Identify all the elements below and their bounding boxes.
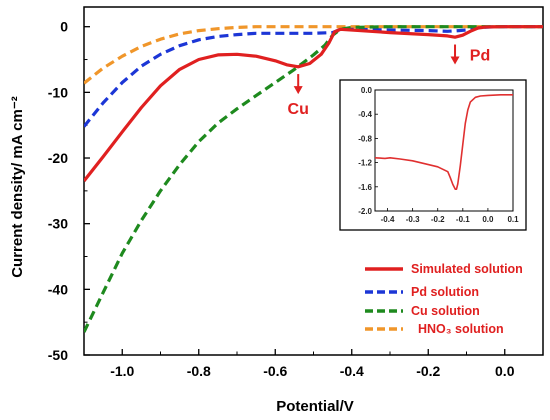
legend-item-simulated-solution: Simulated solution bbox=[365, 262, 523, 276]
inset-y-tick-label: 0.0 bbox=[361, 86, 373, 95]
inset-y-tick-label: -1.2 bbox=[358, 159, 372, 168]
inset-y-tick-label: -2.0 bbox=[358, 207, 372, 216]
legend-item-pd-solution: Pd solution bbox=[365, 285, 479, 299]
annotation-pd: Pd bbox=[450, 44, 490, 65]
x-tick-label: -1.0 bbox=[110, 363, 134, 379]
inset-y-tick-label: -0.4 bbox=[358, 110, 372, 119]
inset-plot: -0.4 -0.3 -0.2 -0.1 0.0 0.1 0.0 -0.4 -0.8 -1.2 -1.… bbox=[339, 79, 527, 231]
inset-box bbox=[339, 79, 527, 231]
legend: Simulated solution Pd solution Cu solution… bbox=[365, 262, 523, 336]
inset-x-tick-label: 0.0 bbox=[482, 215, 494, 224]
legend-label: Simulated solution bbox=[411, 262, 523, 276]
inset-y-tick-label: -0.8 bbox=[358, 134, 372, 143]
y-tick-label: -40 bbox=[48, 281, 68, 297]
x-tick-label: -0.2 bbox=[416, 363, 440, 379]
main-plot: -1.0 -0.8 -0.6 -0.4 -0.2 0.0 0 -10 -20 -30 -40 -50 C… bbox=[48, 6, 544, 379]
series-line-cu-solution bbox=[84, 25, 543, 333]
inset-x-tick-label: -0.1 bbox=[456, 215, 470, 224]
inset-x-tick-label: -0.2 bbox=[431, 215, 445, 224]
x-axis-label: Potential/V bbox=[276, 398, 354, 415]
legend-label: HNO₃ solution bbox=[418, 322, 504, 336]
inset-y-tick-label: -1.6 bbox=[358, 183, 372, 192]
y-tick-label: -30 bbox=[48, 216, 68, 232]
x-tick-label: -0.8 bbox=[187, 363, 211, 379]
legend-item-cu-solution: Cu solution bbox=[365, 304, 480, 318]
legend-label: Cu solution bbox=[411, 304, 480, 318]
x-tick-label: -0.6 bbox=[263, 363, 287, 379]
y-tick-label: -20 bbox=[48, 150, 68, 166]
inset-x-tick-label: -0.4 bbox=[381, 215, 395, 224]
series-line-hno-solution bbox=[84, 25, 543, 85]
y-axis-label: Current density/ mA cm⁻² bbox=[9, 96, 26, 278]
y-tick-label: -10 bbox=[48, 84, 68, 100]
inset-x-tick-label: 0.1 bbox=[507, 215, 519, 224]
inset-series-line bbox=[374, 94, 513, 190]
annotation-label: Pd bbox=[470, 48, 490, 65]
x-tick-label: -0.4 bbox=[340, 363, 364, 379]
annotation-cu: Cu bbox=[288, 74, 309, 118]
legend-item-hno-solution: HNO₃ solution bbox=[365, 322, 504, 336]
annotation-arrow-head bbox=[293, 86, 303, 95]
legend-label: Pd solution bbox=[411, 285, 479, 299]
y-tick-label: -50 bbox=[48, 347, 68, 363]
inset-frame bbox=[374, 89, 514, 212]
series-line-simulated-solution bbox=[84, 25, 543, 182]
x-tick-label: 0.0 bbox=[495, 363, 515, 379]
annotation-label: Cu bbox=[288, 101, 309, 118]
y-tick-label: 0 bbox=[60, 19, 68, 35]
inset-x-tick-label: -0.3 bbox=[406, 215, 420, 224]
annotation-arrow-head bbox=[450, 56, 460, 65]
